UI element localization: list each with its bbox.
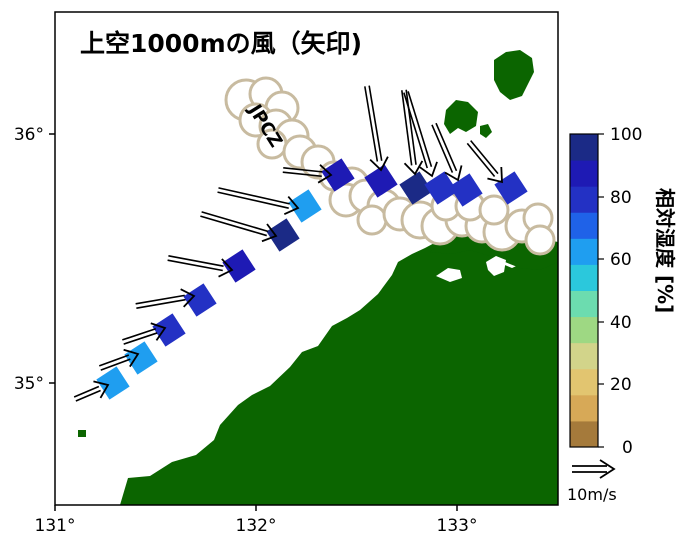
colorbar-segment [570,420,598,448]
colorbar-ticks: 100 80 60 40 20 0 [610,125,642,458]
colorbar-segment [570,368,598,396]
colorbar [570,133,604,448]
colorbar-tick-label: 60 [610,250,632,270]
colorbar-segment [570,238,598,265]
colorbar-segment [570,186,598,213]
humidity-marker [152,313,186,347]
colorbar-tick-label: 80 [610,188,632,208]
humidity-marker [399,171,433,205]
humidity-marker [222,249,256,283]
land-oki-dogo [494,50,534,100]
wind-arrow [135,288,196,309]
wind-legend-label: 10m/s [567,485,617,504]
x-tick-label: 133° [437,516,478,536]
wind-arrow [401,89,424,176]
humidity-markers [96,158,528,400]
wind-arrow [431,122,463,182]
wind-arrow [73,380,110,402]
wind-legend-arrowhead [599,459,616,479]
map-frame [54,11,559,506]
wind-arrow [122,322,167,345]
colorbar-tick-label: 20 [610,375,632,395]
humidity-marker [266,218,300,252]
wind-arrows [73,85,503,402]
lake-nakaumi [486,256,506,276]
cloud-outline [478,194,510,226]
colorbar-segment [570,394,598,422]
land-islet [78,430,86,437]
colorbar-segment [570,264,598,291]
colorbar-segment [570,316,598,344]
humidity-marker [183,283,217,317]
wind-arrow [466,140,503,184]
y-tick-label: 35° [14,374,44,394]
x-tick-label: 132° [236,516,277,536]
land-honshu [120,232,558,505]
colorbar-tick-label: 100 [610,125,642,145]
humidity-marker [424,171,458,205]
colorbar-segment [570,160,598,187]
wind-arrow [403,91,438,178]
wind-arrow [98,348,140,371]
wind-arrow [364,85,389,172]
humidity-marker [124,341,158,375]
lake-shinji [436,268,462,282]
cloud-outline [524,224,556,256]
wind-arrow [167,255,234,278]
land-oki-dozen [444,100,478,134]
colorbar-segment [570,342,598,370]
x-tick-label: 131° [35,516,76,536]
humidity-marker [364,164,398,198]
humidity-marker [321,158,355,192]
wind-arrow [217,187,300,215]
cloud-outline [356,204,388,236]
colorbar-label: 相対湿度 [%] [653,188,677,313]
humidity-marker [449,173,483,207]
colorbar-segment [570,134,598,161]
colorbar-tick-label: 0 [622,438,633,458]
map-title: 上空1000mの風（矢印) [80,29,362,58]
wind-legend: 10m/s [567,459,617,504]
wind-arrow [282,164,333,184]
land-oki-small [480,124,492,138]
y-tick-label: 36° [14,125,44,145]
colorbar-segment [570,290,598,318]
colorbar-segment [570,212,598,239]
colorbar-frame [569,133,599,448]
humidity-marker [288,189,322,223]
wind-arrow [200,211,278,243]
colorbar-tick-label: 40 [610,313,632,333]
